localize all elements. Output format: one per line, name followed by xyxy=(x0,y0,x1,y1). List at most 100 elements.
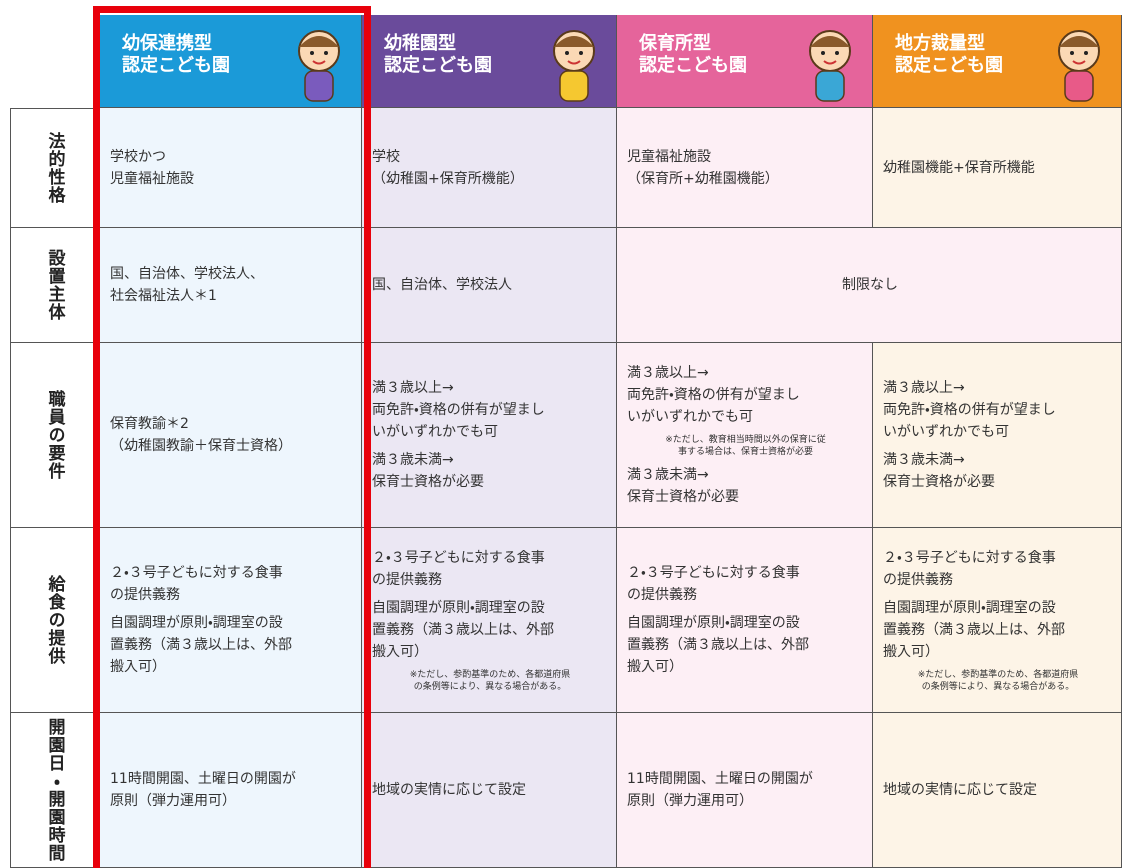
cell-line: 置義務（満３歳以上は、外部 xyxy=(883,622,1065,638)
table-cell: 学校 （幼稚園+保育所機能） xyxy=(362,108,617,228)
cell-line: 国、自治体、学校法人、 xyxy=(110,266,264,282)
cell-line: の条例等により、異なる場合がある。 xyxy=(413,682,567,692)
cell-paragraph: 制限なし xyxy=(842,274,898,296)
cell-paragraph: 学校かつ児童福祉施設 xyxy=(110,146,353,190)
cell-line: の提供義務 xyxy=(110,587,180,603)
cell-paragraph: 自園調理が原則・調理室の設 置義務（満３歳以上は、外部 搬入可） xyxy=(110,612,353,678)
child-icon xyxy=(1058,30,1100,102)
header-title-line: 地方裁量型 xyxy=(895,33,985,54)
cell-line: 自園調理が原則・調理室の設 xyxy=(372,600,545,616)
cell-line: の提供義務 xyxy=(627,587,697,603)
cell-paragraph: 満３歳以上→ 両免許・資格の併有が望まし いがいずれかでも可 xyxy=(883,377,1113,443)
cell-paragraph: 満３歳未満→ 保育士資格が必要 xyxy=(627,464,864,508)
cell-line: ２・３号子どもに対する食事 xyxy=(372,550,545,566)
cell-line: いがいずれかでも可 xyxy=(883,424,1009,440)
cell-line: ※ただし、参酌基準のため、各都道府県 xyxy=(409,670,571,680)
row-label-text: 職員の要件 xyxy=(44,390,65,480)
cell-line: 児童福祉施設 xyxy=(627,148,711,165)
table-cell: 11時間開園、土曜日の開園が 原則（弾力運用可） xyxy=(617,713,873,868)
column-header: 幼稚園型 認定こども園 xyxy=(362,15,617,108)
cell-line: 満３歳以上→ xyxy=(627,365,709,381)
table-cell: 満３歳以上→ 両免許・資格の併有が望まし いがいずれかでも可 ※ただし、教育相当時間以… xyxy=(617,343,873,528)
header-title-line: 認定こども園 xyxy=(384,55,492,76)
table-cell: 児童福祉施設 （保育所+幼稚園機能） xyxy=(617,108,873,228)
child-icon xyxy=(553,30,595,102)
cell-paragraph: 学校 （幼稚園+保育所機能） xyxy=(372,146,608,190)
row-label: 給食の提供 xyxy=(10,528,100,713)
cell-line: 保育士資格が必要 xyxy=(372,474,484,490)
cell-line: ※ただし、教育相当時間以外の保育に従 xyxy=(665,435,826,445)
cell-paragraph: 自園調理が原則・調理室の設 置義務（満３歳以上は、外部 搬入可） xyxy=(883,597,1113,663)
cell-line: いがいずれかでも可 xyxy=(372,424,498,440)
cell-line: 学校かつ xyxy=(110,148,166,165)
cell-line: 保育士資格が必要 xyxy=(883,474,995,490)
cell-line: ２・３号子どもに対する食事 xyxy=(883,550,1056,566)
cell-line: 両免許・資格の併有が望まし xyxy=(627,387,800,403)
cell-line: 搬入可） xyxy=(883,644,939,660)
cell-paragraph: 児童福祉施設 （保育所+幼稚園機能） xyxy=(627,146,864,190)
table-cell: ２・３号子どもに対する食事 の提供義務自園調理が原則・調理室の設 置義務（満３歳以上… xyxy=(100,528,362,713)
cell-line: （幼稚園+保育所機能） xyxy=(372,170,524,187)
header-title-line: 認定こども園 xyxy=(122,55,230,76)
cell-note: ※ただし、参酌基準のため、各都道府県 の条例等により、異なる場合がある。 xyxy=(372,669,608,693)
cell-paragraph: ２・３号子どもに対する食事 の提供義務 xyxy=(372,547,608,591)
cell-line: の提供義務 xyxy=(372,572,442,588)
cell-paragraph: 国、自治体、学校法人 xyxy=(372,274,608,296)
table-cell: 幼稚園機能+保育所機能 xyxy=(873,108,1122,228)
cell-line: 満３歳以上→ xyxy=(372,380,454,396)
cell-line: 国、自治体、学校法人 xyxy=(372,277,512,293)
cell-paragraph: ２・３号子どもに対する食事 の提供義務 xyxy=(883,547,1113,591)
highlight-frame xyxy=(93,6,371,868)
cell-line: 搬入可） xyxy=(627,659,683,675)
cell-line: 満３歳未満→ xyxy=(627,467,709,483)
cell-line: 11時間開園、土曜日の開園が xyxy=(110,771,296,787)
cell-paragraph: 自園調理が原則・調理室の設 置義務（満３歳以上は、外部 搬入可） xyxy=(627,612,864,678)
cell-line: 児童福祉施設 xyxy=(110,170,194,187)
cell-line: 制限なし xyxy=(842,277,898,293)
row-label: 法的性格 xyxy=(10,108,100,228)
cell-line: 原則（弾力運用可） xyxy=(110,793,236,809)
cell-paragraph: 自園調理が原則・調理室の設 置義務（満３歳以上は、外部 搬入可） xyxy=(372,597,608,663)
cell-line: 置義務（満３歳以上は、外部 xyxy=(372,622,554,638)
child-icon xyxy=(809,30,851,102)
cell-line: 両免許・資格の併有が望まし xyxy=(883,402,1056,418)
table-cell: 保育教諭＊2 （幼稚園教諭＋保育士資格） xyxy=(100,343,362,528)
header-title-line: 保育所型 xyxy=(639,33,711,54)
cell-paragraph: 地域の実情に応じて設定 xyxy=(372,779,608,801)
cell-line: 置義務（満３歳以上は、外部 xyxy=(110,637,292,653)
table-cell: 満３歳以上→ 両免許・資格の併有が望まし いがいずれかでも可満３歳未満→ 保育士資格が… xyxy=(873,343,1122,528)
cell-line: 11時間開園、土曜日の開園が xyxy=(627,771,813,787)
row-label-text: 設置主体 xyxy=(44,249,65,321)
cell-line: 搬入可） xyxy=(372,644,428,660)
cell-line: 満３歳未満→ xyxy=(883,452,965,468)
cell-line: の提供義務 xyxy=(883,572,953,588)
row-label-text: 法的性格 xyxy=(44,132,65,204)
header-title-line: 認定こども園 xyxy=(639,55,747,76)
cell-paragraph: 満３歳以上→ 両免許・資格の併有が望まし いがいずれかでも可 xyxy=(372,377,608,443)
header-title-line: 認定こども園 xyxy=(895,55,1003,76)
cell-line: 学校 xyxy=(372,148,400,165)
cell-paragraph: ２・３号子どもに対する食事 の提供義務 xyxy=(627,562,864,606)
cell-line: 自園調理が原則・調理室の設 xyxy=(627,615,800,631)
row-label-text: 開園日・開園時間 xyxy=(44,718,65,862)
cell-line: （保育所+幼稚園機能） xyxy=(627,170,779,187)
table-cell: ２・３号子どもに対する食事 の提供義務自園調理が原則・調理室の設 置義務（満３歳以上… xyxy=(617,528,873,713)
cell-line: 原則（弾力運用可） xyxy=(627,793,753,809)
cell-paragraph: 11時間開園、土曜日の開園が 原則（弾力運用可） xyxy=(110,768,353,812)
cell-line: 社会福祉法人＊1 xyxy=(110,288,217,304)
cell-paragraph: 11時間開園、土曜日の開園が 原則（弾力運用可） xyxy=(627,768,864,812)
cell-paragraph: 保育教諭＊2 （幼稚園教諭＋保育士資格） xyxy=(110,413,353,457)
table-cell: 学校かつ児童福祉施設 xyxy=(100,108,362,228)
table-cell: 国、自治体、学校法人 xyxy=(362,228,617,343)
cell-line: （幼稚園教諭＋保育士資格） xyxy=(110,438,292,454)
column-header: 地方裁量型 認定こども園 xyxy=(873,15,1122,108)
cell-line: ※ただし、参酌基準のため、各都道府県 xyxy=(917,670,1079,680)
table-cell: ２・３号子どもに対する食事 の提供義務自園調理が原則・調理室の設 置義務（満３歳以上… xyxy=(362,528,617,713)
table-cell: 地域の実情に応じて設定 xyxy=(362,713,617,868)
table-cell: 国、自治体、学校法人、 社会福祉法人＊1 xyxy=(100,228,362,343)
cell-line: 幼稚園機能+保育所機能 xyxy=(883,159,1035,176)
cell-line: ２・３号子どもに対する食事 xyxy=(110,565,283,581)
column-header: 保育所型 認定こども園 xyxy=(617,15,873,108)
table-cell: ２・３号子どもに対する食事 の提供義務自園調理が原則・調理室の設 置義務（満３歳以上… xyxy=(873,528,1122,713)
